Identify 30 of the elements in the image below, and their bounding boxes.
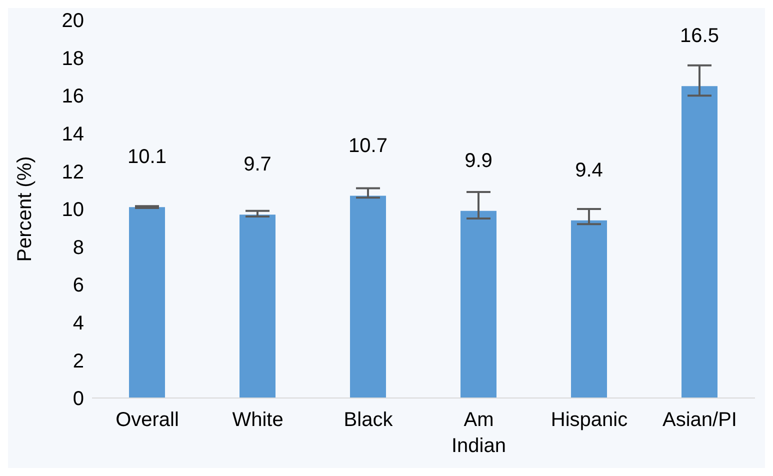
y-tick-label: 8 (72, 236, 84, 259)
bar (682, 86, 718, 398)
y-tick-label: 10 (62, 199, 84, 222)
data-label: 16.5 (680, 25, 719, 48)
bar (460, 210, 496, 398)
y-tick-label: 12 (62, 161, 84, 184)
y-tick-label: 2 (72, 350, 84, 372)
y-tick-label: 16 (62, 86, 84, 108)
data-label: 9.7 (244, 154, 272, 176)
y-tick-label: 0 (72, 388, 84, 410)
x-tick-label: Black (344, 409, 394, 431)
y-tick-label: 4 (72, 312, 84, 334)
y-tick-label: 20 (62, 10, 84, 32)
x-tick-label: Am Indian (452, 409, 506, 457)
bar (129, 207, 165, 398)
data-label: 9.9 (464, 150, 492, 172)
y-tick-label: 18 (62, 48, 84, 70)
bar (571, 220, 607, 398)
y-tick-label: 14 (62, 124, 84, 146)
x-tick-label: Overall (116, 409, 179, 431)
bar (350, 196, 386, 398)
data-label: 9.4 (575, 159, 603, 182)
data-label: 10.7 (348, 134, 388, 157)
y-axis-title: Percent (%) (14, 156, 36, 262)
x-tick-label: White (232, 409, 284, 431)
y-tick-label: 6 (72, 274, 84, 297)
data-label: 10.1 (128, 146, 166, 168)
bar (240, 214, 276, 398)
x-tick-label: Asian/PI (662, 409, 737, 431)
x-tick-label: Hispanic (550, 409, 628, 431)
